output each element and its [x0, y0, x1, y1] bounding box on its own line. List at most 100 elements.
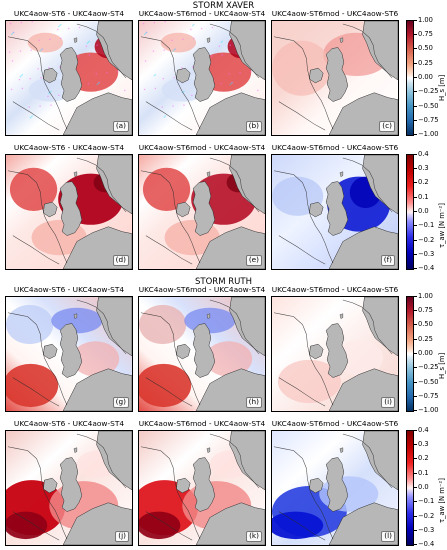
norway-landmass: [96, 155, 132, 215]
great-britain-landmass: [59, 47, 83, 102]
weak-positive-anomaly-area: [204, 341, 253, 377]
tau-top-tick-2: 0.3: [414, 164, 429, 172]
speckle-mark: [60, 23, 62, 26]
map-panel-a: (a): [5, 20, 133, 136]
bathymetry-contour: [76, 433, 127, 489]
tau-top-tick-6: −0.1: [413, 221, 435, 229]
speckle-mark: [106, 72, 108, 74]
hs-bottom-tick-5: 0.00: [414, 349, 433, 357]
panel-label-k: (k): [246, 531, 262, 542]
speckle-mark: [39, 50, 41, 52]
bathymetry-contour: [278, 101, 326, 131]
speckle-mark: [229, 83, 231, 86]
speckle-mark: [220, 82, 222, 85]
great-britain-landmass: [192, 181, 216, 236]
speckle-mark: [154, 87, 157, 90]
great-britain-landmass: [325, 457, 349, 512]
panel-title-f: UKC4aow-ST6mod - UKC4aow-ST6: [271, 143, 399, 152]
speckle-mark: [182, 38, 184, 40]
speckle-mark: [49, 38, 51, 40]
tau-top-tick-1: 0.4: [414, 150, 429, 158]
speckle-mark: [18, 78, 21, 81]
positive-anomaly-area: [9, 167, 58, 212]
ireland-landmass: [176, 477, 191, 494]
speckle-mark: [163, 49, 165, 51]
speckle-mark: [40, 77, 42, 79]
bathymetry-contour: [209, 299, 260, 355]
speckle-mark: [59, 24, 61, 27]
panel-title-d: UKC4aow-ST6 - UKC4aow-ST4: [13, 143, 125, 152]
panel-label-j: (j): [115, 531, 129, 542]
bathymetry-contour: [12, 377, 60, 407]
speckle-mark: [145, 31, 148, 34]
speckle-mark: [154, 74, 157, 76]
map-panel-k: (k): [138, 430, 266, 546]
speckle-mark: [9, 22, 12, 25]
speckle-mark: [172, 50, 174, 52]
tau-top-tick-3: 0.2: [414, 178, 429, 186]
bathymetry-contour: [209, 157, 260, 213]
speckle-mark: [231, 81, 233, 84]
speckle-mark: [29, 117, 31, 119]
strong-positive-anomaly-area: [6, 363, 59, 408]
speckle-mark: [193, 37, 195, 39]
speckle-mark: [87, 82, 89, 85]
speckle-mark: [145, 31, 148, 34]
speckle-mark: [153, 21, 156, 24]
panel-label-l: (l): [381, 531, 395, 542]
panel-title-i: UKC4aow-ST6mod - UKC4aow-ST6: [271, 285, 399, 294]
panel-label-c: (c): [379, 121, 395, 132]
great-britain-landmass: [59, 457, 83, 512]
speckle-mark: [250, 71, 252, 73]
mixed-anomaly-area: [6, 304, 54, 345]
norway-landmass: [96, 21, 132, 81]
hs-top-tick-8: −0.75: [414, 116, 439, 124]
great-britain-landmass: [325, 181, 349, 236]
hs-top-tick-6: −0.25: [414, 87, 439, 95]
speckle-mark: [68, 27, 70, 30]
map-f: [272, 155, 398, 269]
speckle-mark: [143, 33, 146, 36]
speckle-mark: [20, 75, 23, 77]
speckle-mark: [57, 28, 59, 31]
speckle-mark: [153, 75, 156, 77]
speckle-mark: [143, 88, 146, 91]
map-panel-d: (d): [5, 154, 133, 270]
hs-bottom-tick-8: −0.75: [414, 392, 439, 400]
map-a: [6, 21, 132, 135]
weak-positive-anomaly-area: [71, 341, 120, 377]
bathymetry-contour: [342, 157, 393, 213]
tau-bottom-tick-9: −0.4: [413, 540, 435, 548]
speckle-mark: [231, 81, 233, 84]
hs-top-tick-2: 0.75: [414, 30, 433, 38]
ireland-landmass: [309, 201, 324, 218]
speckle-mark: [48, 67, 50, 69]
hs-top-tick-7: −0.50: [414, 102, 439, 110]
tau-bottom-tick-6: −0.1: [413, 497, 435, 505]
bathymetry-contour: [273, 312, 334, 406]
bathymetry-contour: [209, 23, 260, 79]
speckle-mark: [162, 78, 164, 80]
speckle-mark: [228, 73, 230, 75]
panel-title-k: UKC4aow-ST6mod - UKC4aow-ST4: [138, 419, 266, 428]
norway-landmass: [362, 21, 398, 81]
map-panel-l: (l): [271, 430, 399, 546]
speckle-mark: [19, 50, 22, 52]
continental-europe-landmass: [328, 502, 398, 545]
bathymetry-contour: [273, 36, 334, 130]
speckle-mark: [98, 81, 100, 84]
hs-bottom-tick-1: 1.00: [414, 292, 433, 300]
great-britain-landmass: [192, 457, 216, 512]
shetland-landmass: [73, 313, 78, 319]
bathymetry-contour: [342, 433, 393, 489]
bathymetry-contour: [209, 433, 260, 489]
panel-title-b: UKC4aow-ST6mod - UKC4aow-ST4: [138, 9, 266, 18]
speckle-mark: [58, 25, 60, 28]
shetland-landmass: [73, 171, 78, 177]
speckle-mark: [144, 60, 147, 62]
shetland-landmass: [73, 447, 78, 453]
speckle-mark: [50, 104, 52, 106]
hs-colorbar-label-bottom: H_s [m]: [438, 352, 446, 379]
speckle-mark: [30, 116, 32, 118]
